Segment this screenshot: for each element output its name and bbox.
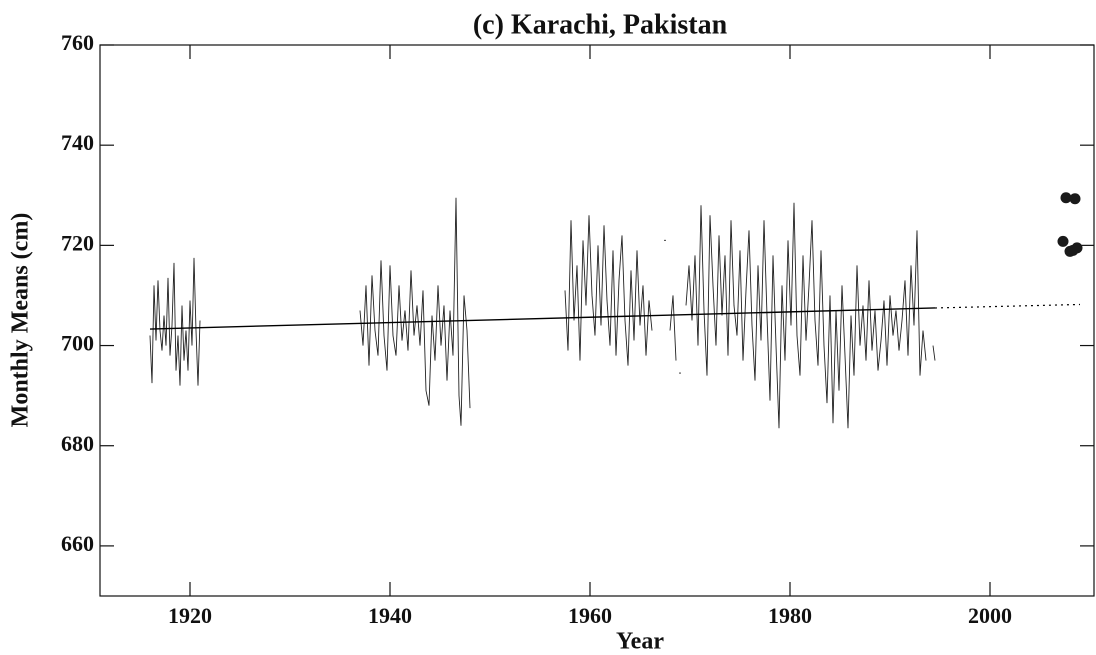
series-line [149, 307, 936, 330]
data-point [1069, 193, 1081, 205]
x-tick-label: 1940 [368, 603, 412, 628]
data-point [1057, 235, 1069, 247]
y-tick-label: 660 [61, 531, 94, 556]
data-point [1060, 192, 1072, 204]
y-tick-label: 740 [61, 130, 94, 155]
y-tick-label: 720 [61, 230, 94, 255]
x-tick-label: 1960 [568, 603, 612, 628]
y-axis-label: Monthly Means (cm) [8, 213, 34, 428]
y-tick-label: 680 [61, 431, 94, 456]
y-tick-label: 700 [61, 331, 94, 356]
y-tick-label: 760 [61, 30, 94, 55]
x-tick-label: 1980 [768, 603, 812, 628]
x-tick-label: 2000 [968, 603, 1012, 628]
data-point [1071, 242, 1083, 254]
trend-projection [934, 303, 1081, 309]
series-line [149, 197, 936, 429]
x-tick-label: 1920 [168, 603, 212, 628]
x-axis-label: Year [616, 629, 664, 655]
plot-frame [99, 44, 1095, 597]
chart-title: (c) Karachi, Pakistan [473, 9, 728, 40]
